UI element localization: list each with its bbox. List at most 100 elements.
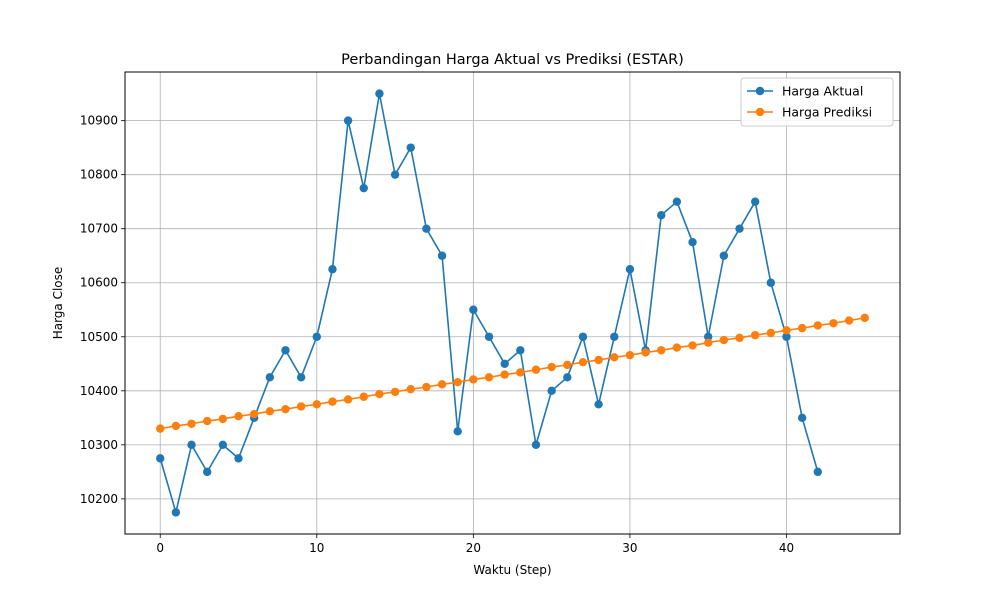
data-point (610, 353, 619, 362)
data-point (578, 332, 588, 341)
data-point (437, 380, 447, 389)
data-point (704, 332, 713, 341)
data-point (343, 116, 353, 125)
data-point (234, 412, 243, 421)
data-point (187, 440, 196, 450)
data-point (171, 421, 181, 431)
chart-title: Perbandingan Harga Aktual vs Prediksi (E… (341, 52, 684, 68)
y-tick-label: 10600 (80, 276, 118, 290)
data-point (563, 360, 572, 370)
data-point (719, 251, 729, 260)
x-axis-label: Waktu (Step) (473, 563, 551, 577)
legend-label: Harga Aktual (782, 84, 863, 99)
series-layer (156, 89, 869, 517)
data-point (156, 424, 165, 433)
data-point (610, 332, 619, 341)
data-point (735, 224, 744, 233)
data-point (578, 357, 588, 367)
x-tick-label: 40 (779, 541, 794, 555)
legend-label: Harga Prediksi (782, 105, 872, 120)
y-tick-label: 10400 (80, 384, 118, 398)
data-point (719, 335, 729, 345)
data-point (829, 319, 838, 328)
data-point (312, 332, 321, 341)
data-point (281, 404, 290, 414)
data-point (813, 321, 823, 330)
data-point (375, 389, 384, 399)
data-point (672, 343, 682, 352)
data-point (328, 265, 337, 274)
data-point (202, 416, 212, 426)
x-tick-label: 10 (309, 541, 324, 555)
data-point (390, 387, 400, 397)
axes-layer: 0 10 20 30 40 10200 10300 10400 10500 10600 10700 1… (80, 114, 794, 555)
data-point (422, 224, 431, 233)
data-point (437, 251, 447, 260)
data-point (531, 365, 541, 374)
data-point (359, 183, 368, 193)
data-point (735, 333, 744, 343)
data-point (500, 359, 509, 368)
data-point (657, 346, 666, 355)
data-point (265, 373, 275, 382)
data-point (484, 332, 494, 341)
y-tick-label: 10900 (80, 114, 118, 128)
plot-frame (124, 71, 901, 535)
y-tick-label: 10500 (80, 330, 118, 344)
data-point (359, 392, 368, 401)
data-point (750, 330, 760, 340)
data-point (234, 454, 243, 463)
x-tick-label: 0 (156, 541, 164, 555)
data-point (406, 143, 415, 152)
data-point (328, 397, 337, 406)
data-point (782, 326, 791, 335)
data-point (296, 402, 306, 411)
data-point (563, 373, 572, 382)
data-point (156, 454, 165, 463)
x-tick-label: 30 (622, 541, 637, 555)
data-point (625, 265, 635, 274)
data-point (797, 323, 807, 333)
data-point (171, 508, 181, 517)
data-point (375, 89, 384, 98)
data-point (484, 373, 494, 382)
data-point (296, 373, 306, 382)
x-tick-label: 20 (466, 541, 481, 555)
data-point (187, 419, 196, 428)
data-point (516, 368, 525, 377)
y-tick-label: 10700 (80, 222, 118, 236)
data-point (704, 338, 713, 347)
data-point (641, 348, 650, 357)
data-point (469, 305, 478, 314)
data-point (312, 400, 321, 409)
data-point (594, 355, 603, 365)
data-point (657, 210, 666, 220)
y-axis-label: Harga Close (51, 267, 65, 340)
data-point (453, 427, 462, 436)
data-point (500, 370, 509, 379)
data-point (265, 407, 275, 416)
legend-swatch-marker (755, 107, 765, 117)
data-point (625, 350, 635, 360)
data-point (547, 362, 556, 372)
data-point (750, 197, 760, 206)
data-point (406, 384, 415, 394)
data-point (688, 341, 697, 350)
series-line-2 (160, 317, 865, 430)
data-point (453, 377, 462, 387)
data-point (782, 332, 791, 341)
data-point (281, 346, 290, 355)
data-point (813, 467, 823, 477)
data-point (672, 197, 682, 206)
data-point (531, 440, 541, 450)
y-tick-label: 10800 (80, 168, 118, 182)
legend-box (740, 77, 894, 127)
data-point (594, 400, 603, 409)
data-point (766, 328, 776, 338)
data-point (547, 386, 556, 396)
data-point (688, 238, 697, 247)
data-point (249, 409, 259, 419)
legend-swatch-marker (755, 86, 765, 96)
